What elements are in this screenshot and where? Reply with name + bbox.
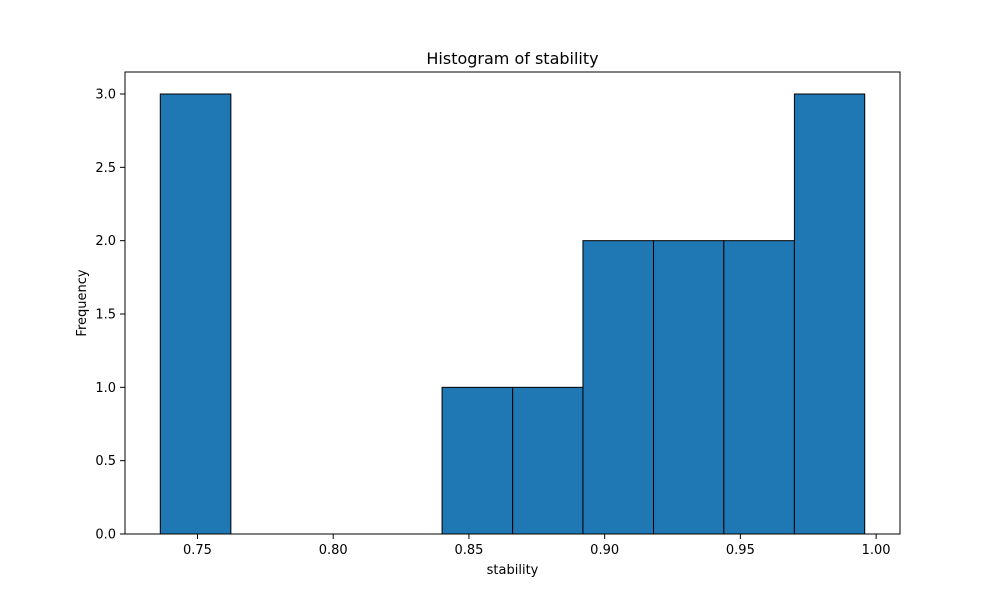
bars-group	[159, 93, 866, 535]
histogram-bar-5	[512, 386, 584, 535]
y-tick-label: 2.0	[95, 234, 116, 249]
plot-frame	[124, 71, 901, 535]
y-tick-label: 1.5	[95, 308, 116, 323]
x-ticks-group: 0.75 0.80 0.85 0.90 0.95 1.00	[183, 534, 891, 558]
y-tick-label: 3.0	[95, 88, 116, 103]
x-tick-label: 0.75	[183, 543, 212, 558]
chart-title: Histogram of stability	[426, 49, 598, 68]
y-tick-label: 0.0	[95, 528, 116, 543]
y-axis-label: Frequency	[75, 269, 90, 336]
histogram-bar-4	[441, 386, 514, 535]
histogram-bar-8	[723, 240, 795, 535]
y-tick-label: 0.5	[95, 454, 116, 469]
histogram-bar-9	[793, 93, 866, 535]
x-axis-label: stability	[487, 563, 539, 578]
y-tick-label: 2.5	[95, 161, 116, 176]
y-tick-label: 1.0	[95, 381, 116, 396]
histogram-bar-0	[159, 93, 232, 535]
histogram-bar-6	[582, 240, 655, 535]
x-tick-label: 0.85	[454, 543, 483, 558]
x-tick-label: 1.00	[862, 543, 891, 558]
histogram-bar-7	[653, 240, 725, 535]
x-tick-label: 0.80	[319, 543, 348, 558]
y-ticks-group: 0.0 0.5 1.0 1.5 2.0 2.5 3.0	[95, 88, 125, 543]
x-tick-label: 0.90	[590, 543, 619, 558]
x-tick-label: 0.95	[726, 543, 755, 558]
